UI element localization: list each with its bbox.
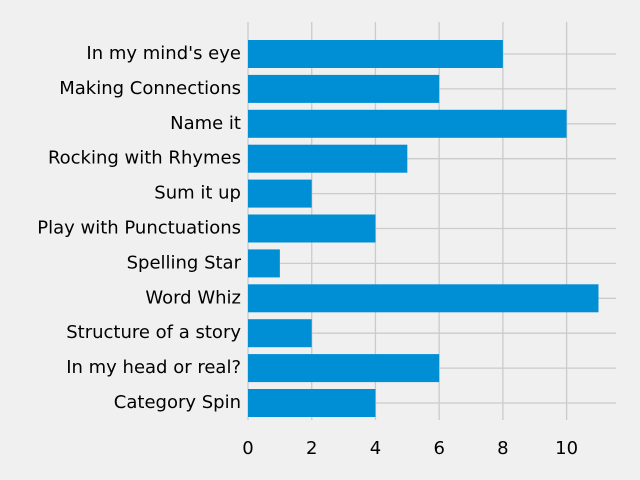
y-tick-label: Category Spin	[114, 392, 241, 413]
x-tick-label: 6	[433, 438, 444, 459]
bar	[248, 354, 440, 383]
bar	[248, 144, 408, 173]
bar	[248, 214, 376, 243]
y-tick-label: Structure of a story	[66, 322, 241, 343]
bars	[248, 40, 599, 417]
bar	[248, 179, 312, 208]
bar	[248, 249, 280, 278]
bar	[248, 389, 376, 417]
y-tick-label: Word Whiz	[145, 287, 241, 308]
bar	[248, 74, 440, 103]
bar	[248, 109, 567, 138]
x-tick-label: 0	[242, 438, 253, 459]
y-tick-label: Sum it up	[154, 183, 241, 204]
x-tick-label: 8	[497, 438, 508, 459]
y-tick-label: Play with Punctuations	[37, 218, 241, 239]
bar	[248, 284, 599, 313]
y-tick-label: Making Connections	[59, 78, 241, 99]
y-tick-labels: In my mind's eye Making Connections Name i…	[37, 43, 241, 413]
x-tick-label: 2	[306, 438, 317, 459]
x-tick-label: 4	[370, 438, 381, 459]
bar	[248, 319, 312, 348]
y-tick-label: Rocking with Rhymes	[48, 148, 241, 169]
y-tick-label: Name it	[170, 113, 241, 134]
y-tick-label: In my head or real?	[66, 357, 241, 378]
x-tick-label: 10	[555, 438, 578, 459]
y-tick-label: In my mind's eye	[86, 43, 241, 64]
y-tick-label: Spelling Star	[127, 252, 242, 273]
x-tick-labels: 0 2 4 6 8 10	[242, 438, 578, 459]
bar	[248, 40, 503, 68]
